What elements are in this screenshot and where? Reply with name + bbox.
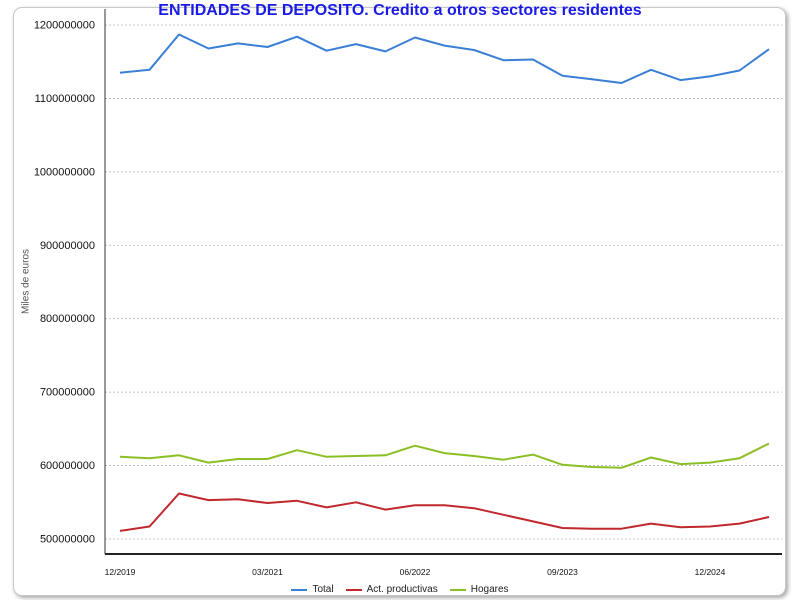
x-tick-labels: 12/2019 03/2021 06/2022 09/2023 12/2024: [105, 567, 726, 577]
chart-title: ENTIDADES DE DEPOSITO. Credito a otros s…: [158, 2, 642, 19]
chart-frame: [13, 7, 786, 596]
axes: [104, 9, 782, 555]
y-tick-labels: 500000000 600000000 700000000 800000000 9000…: [34, 20, 95, 546]
legend-label: Hogares: [470, 584, 509, 595]
y-tick-label: 900000000: [40, 240, 95, 252]
x-tick-label: 12/2019: [105, 567, 136, 577]
series-line-total: [119, 33, 770, 84]
y-tick-label: 1100000000: [35, 93, 95, 105]
legend-swatch: [345, 588, 362, 591]
legend-swatch: [291, 588, 308, 591]
series-line-act-productivas: [119, 492, 770, 532]
legend-swatch: [449, 588, 466, 591]
legend: Total Act. productivas Hogares: [0, 584, 800, 595]
y-tick-label: 1200000000: [34, 20, 95, 32]
series-line-hogares: [119, 442, 770, 469]
legend-label: Act. productivas: [366, 584, 438, 595]
y-tick-label: 1000000000: [34, 166, 95, 178]
legend-item: Act. productivas: [345, 584, 438, 595]
legend-label: Total: [312, 584, 334, 595]
y-tick-label: 500000000: [40, 534, 95, 546]
x-tick-label: 09/2023: [547, 567, 578, 577]
series-lines: [119, 33, 770, 532]
legend-item: Hogares: [449, 584, 509, 595]
x-tick-label: 06/2022: [400, 567, 431, 577]
y-tick-label: 600000000: [40, 460, 95, 472]
x-tick-label: 03/2021: [252, 567, 283, 577]
y-tick-label: 700000000: [40, 387, 95, 399]
grid-lines: [105, 24, 782, 540]
legend-item: Total: [291, 584, 334, 595]
x-tick-label: 12/2024: [695, 567, 726, 577]
y-tick-label: 800000000: [40, 313, 95, 325]
